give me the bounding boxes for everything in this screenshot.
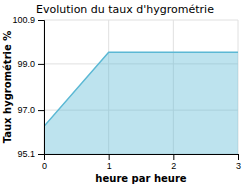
marks — [44, 52, 238, 154]
tick-mark — [238, 154, 239, 160]
tick-mark — [38, 110, 44, 111]
axis-line — [38, 21, 45, 155]
grid — [44, 20, 238, 154]
tick-label: 1 — [107, 161, 112, 171]
title: Evolution du taux d'hygrométrie — [36, 3, 214, 16]
area — [44, 52, 238, 154]
tick: 1 — [107, 154, 112, 171]
tick: 97.0 — [17, 105, 44, 115]
tick-mark — [38, 20, 44, 21]
tick: 99.0 — [17, 59, 44, 69]
grid-line — [44, 20, 238, 21]
tick-mark — [109, 154, 110, 160]
tick: 0 — [42, 154, 47, 171]
tick-label: 97.0 — [17, 105, 35, 115]
tick-label: 100.9 — [12, 15, 35, 25]
tick-mark — [173, 154, 174, 160]
y-axis: 95.1 97.0 99.0 100.9 — [12, 15, 44, 159]
plot-area: 0 1 2 3 95.1 97.0 99.0 100.9 — [12, 15, 241, 171]
chart: 0 1 2 3 95.1 97.0 99.0 100.9Evolution du taux d… — [0, 0, 250, 188]
tick-mark — [38, 64, 44, 65]
tick: 2 — [171, 154, 176, 171]
line — [44, 52, 238, 126]
tick-label: 95.1 — [17, 149, 35, 159]
tick: 3 — [236, 154, 241, 171]
y-axis-title: Taux hygrométrie % — [2, 31, 13, 144]
tick-label: 3 — [236, 161, 241, 171]
tick-label: 99.0 — [17, 59, 35, 69]
x-axis-title: heure par heure — [95, 173, 186, 184]
tick: 100.9 — [12, 15, 44, 25]
tick-label: 2 — [171, 161, 176, 171]
tick: 95.1 — [17, 149, 44, 159]
tick-label: 0 — [42, 161, 47, 171]
x-axis: 0 1 2 3 — [42, 154, 241, 171]
axis-line — [45, 155, 239, 161]
tick-mark — [38, 154, 44, 155]
